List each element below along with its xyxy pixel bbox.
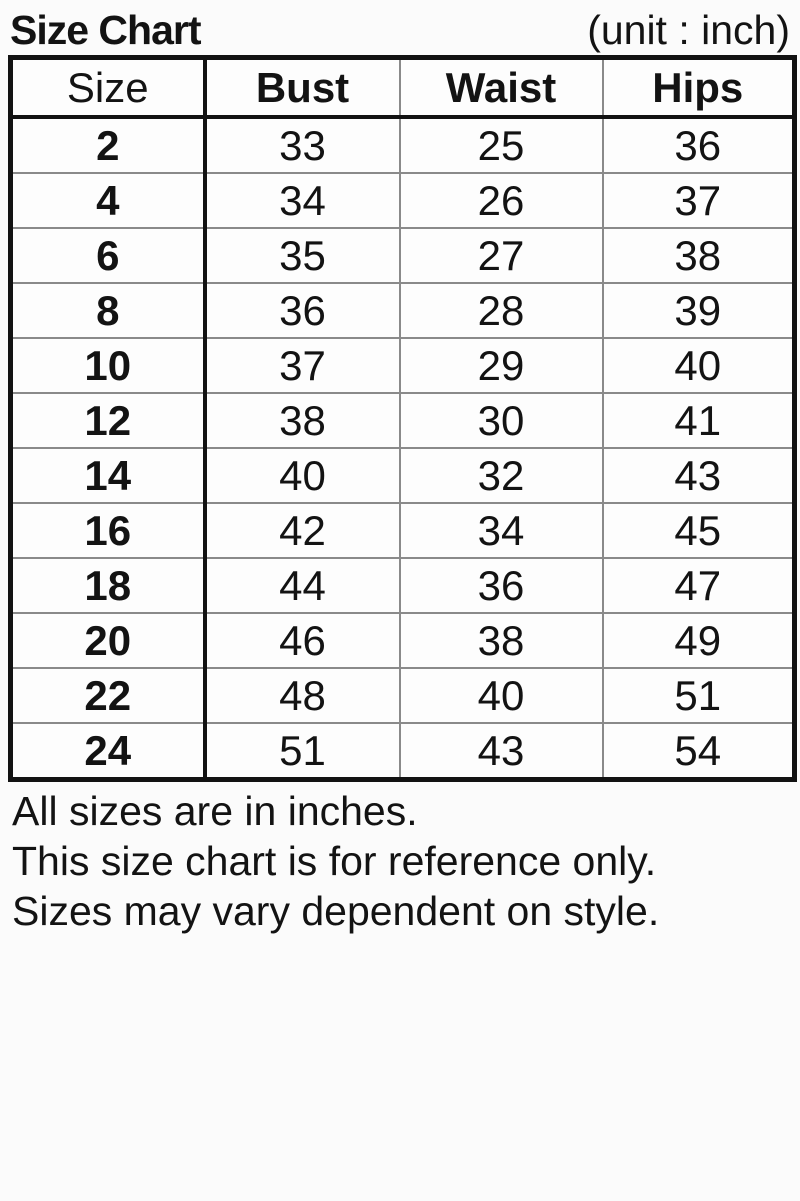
table-row: 14 40 32 43: [10, 448, 795, 503]
unit-label: (unit : inch): [587, 7, 790, 53]
measurement-cell: 48: [279, 672, 326, 719]
size-cell: 20: [10, 613, 207, 668]
page-title: Size Chart: [10, 7, 201, 53]
size-cell: 22: [10, 668, 207, 723]
size-cell: 4: [10, 173, 207, 228]
measurement-cell: 40: [601, 338, 795, 393]
note-line-2: This size chart is for reference only.: [12, 838, 657, 884]
size-cell: 24: [10, 723, 207, 780]
size-cell: 16: [10, 503, 207, 558]
measurement-cell: 45: [601, 503, 795, 558]
measurement-cell: 40: [398, 668, 603, 723]
table-row: 18 44 36 47: [10, 558, 795, 613]
measurement-cell: 44: [279, 562, 326, 609]
measurement-cell: 54: [601, 723, 795, 780]
title-bar: Size Chart (unit : inch): [8, 0, 792, 55]
measurement-cell: 51: [601, 668, 795, 723]
measurement-cell: 28: [398, 283, 603, 338]
measurement-cell: 34: [279, 177, 326, 224]
measurement-cell: 39: [601, 283, 795, 338]
measurement-cell: 36: [601, 117, 795, 173]
table-row: 22 48 40 51: [10, 668, 795, 723]
column-header-bust: Bust: [255, 64, 350, 111]
header-row: Size Bust Waist Hips: [10, 57, 795, 117]
measurement-cell: 36: [398, 558, 603, 613]
measurement-cell: 26: [398, 173, 603, 228]
size-cell: 18: [10, 558, 207, 613]
size-cell: 14: [10, 448, 207, 503]
size-table: Size Bust Waist Hips 2 33 25 36 4 34 26 37 6 35 27…: [8, 55, 797, 782]
measurement-cell: 51: [279, 727, 326, 774]
table-row: 24 51 43 54: [10, 723, 795, 780]
measurement-cell: 27: [398, 228, 603, 283]
measurement-cell: 40: [279, 452, 326, 499]
measurement-cell: 35: [279, 232, 326, 279]
measurement-cell: 43: [601, 448, 795, 503]
measurement-cell: 25: [398, 117, 603, 173]
column-header-size: Size: [10, 57, 207, 117]
size-cell: 10: [10, 338, 207, 393]
size-cell: 8: [10, 283, 207, 338]
measurement-cell: 46: [279, 617, 326, 664]
table-row: 6 35 27 38: [10, 228, 795, 283]
measurement-cell: 38: [398, 613, 603, 668]
measurement-cell: 49: [601, 613, 795, 668]
measurement-cell: 30: [398, 393, 603, 448]
note-line-1: All sizes are in inches.: [12, 788, 418, 834]
notes-block: All sizes are in inches. This size chart…: [8, 786, 792, 936]
measurement-cell: 38: [601, 228, 795, 283]
measurement-cell: 42: [279, 507, 326, 554]
table-row: 4 34 26 37: [10, 173, 795, 228]
table-row: 12 38 30 41: [10, 393, 795, 448]
measurement-cell: 37: [601, 173, 795, 228]
measurement-cell: 41: [601, 393, 795, 448]
size-chart-page: Size Chart (unit : inch) Size Bust Waist…: [8, 0, 797, 936]
size-cell: 2: [10, 117, 207, 173]
column-header-waist: Waist: [398, 57, 603, 117]
measurement-cell: 34: [398, 503, 603, 558]
measurement-cell: 43: [398, 723, 603, 780]
measurement-cell: 33: [279, 122, 326, 169]
measurement-cell: 37: [279, 342, 326, 389]
measurement-cell: 47: [601, 558, 795, 613]
measurement-cell: 32: [398, 448, 603, 503]
table-row: 8 36 28 39: [10, 283, 795, 338]
table-row: 2 33 25 36: [10, 117, 795, 173]
size-table-body: 2 33 25 36 4 34 26 37 6 35 27 38 8 36 28 39 10 37 29 40 12 38…: [10, 117, 795, 780]
measurement-cell: 36: [279, 287, 326, 334]
table-row: 16 42 34 45: [10, 503, 795, 558]
size-cell: 12: [10, 393, 207, 448]
note-line-3: Sizes may vary dependent on style.: [12, 888, 660, 934]
measurement-cell: 29: [398, 338, 603, 393]
column-header-hips: Hips: [601, 57, 795, 117]
table-row: 10 37 29 40: [10, 338, 795, 393]
table-row: 20 46 38 49: [10, 613, 795, 668]
measurement-cell: 38: [279, 397, 326, 444]
size-cell: 6: [10, 228, 207, 283]
